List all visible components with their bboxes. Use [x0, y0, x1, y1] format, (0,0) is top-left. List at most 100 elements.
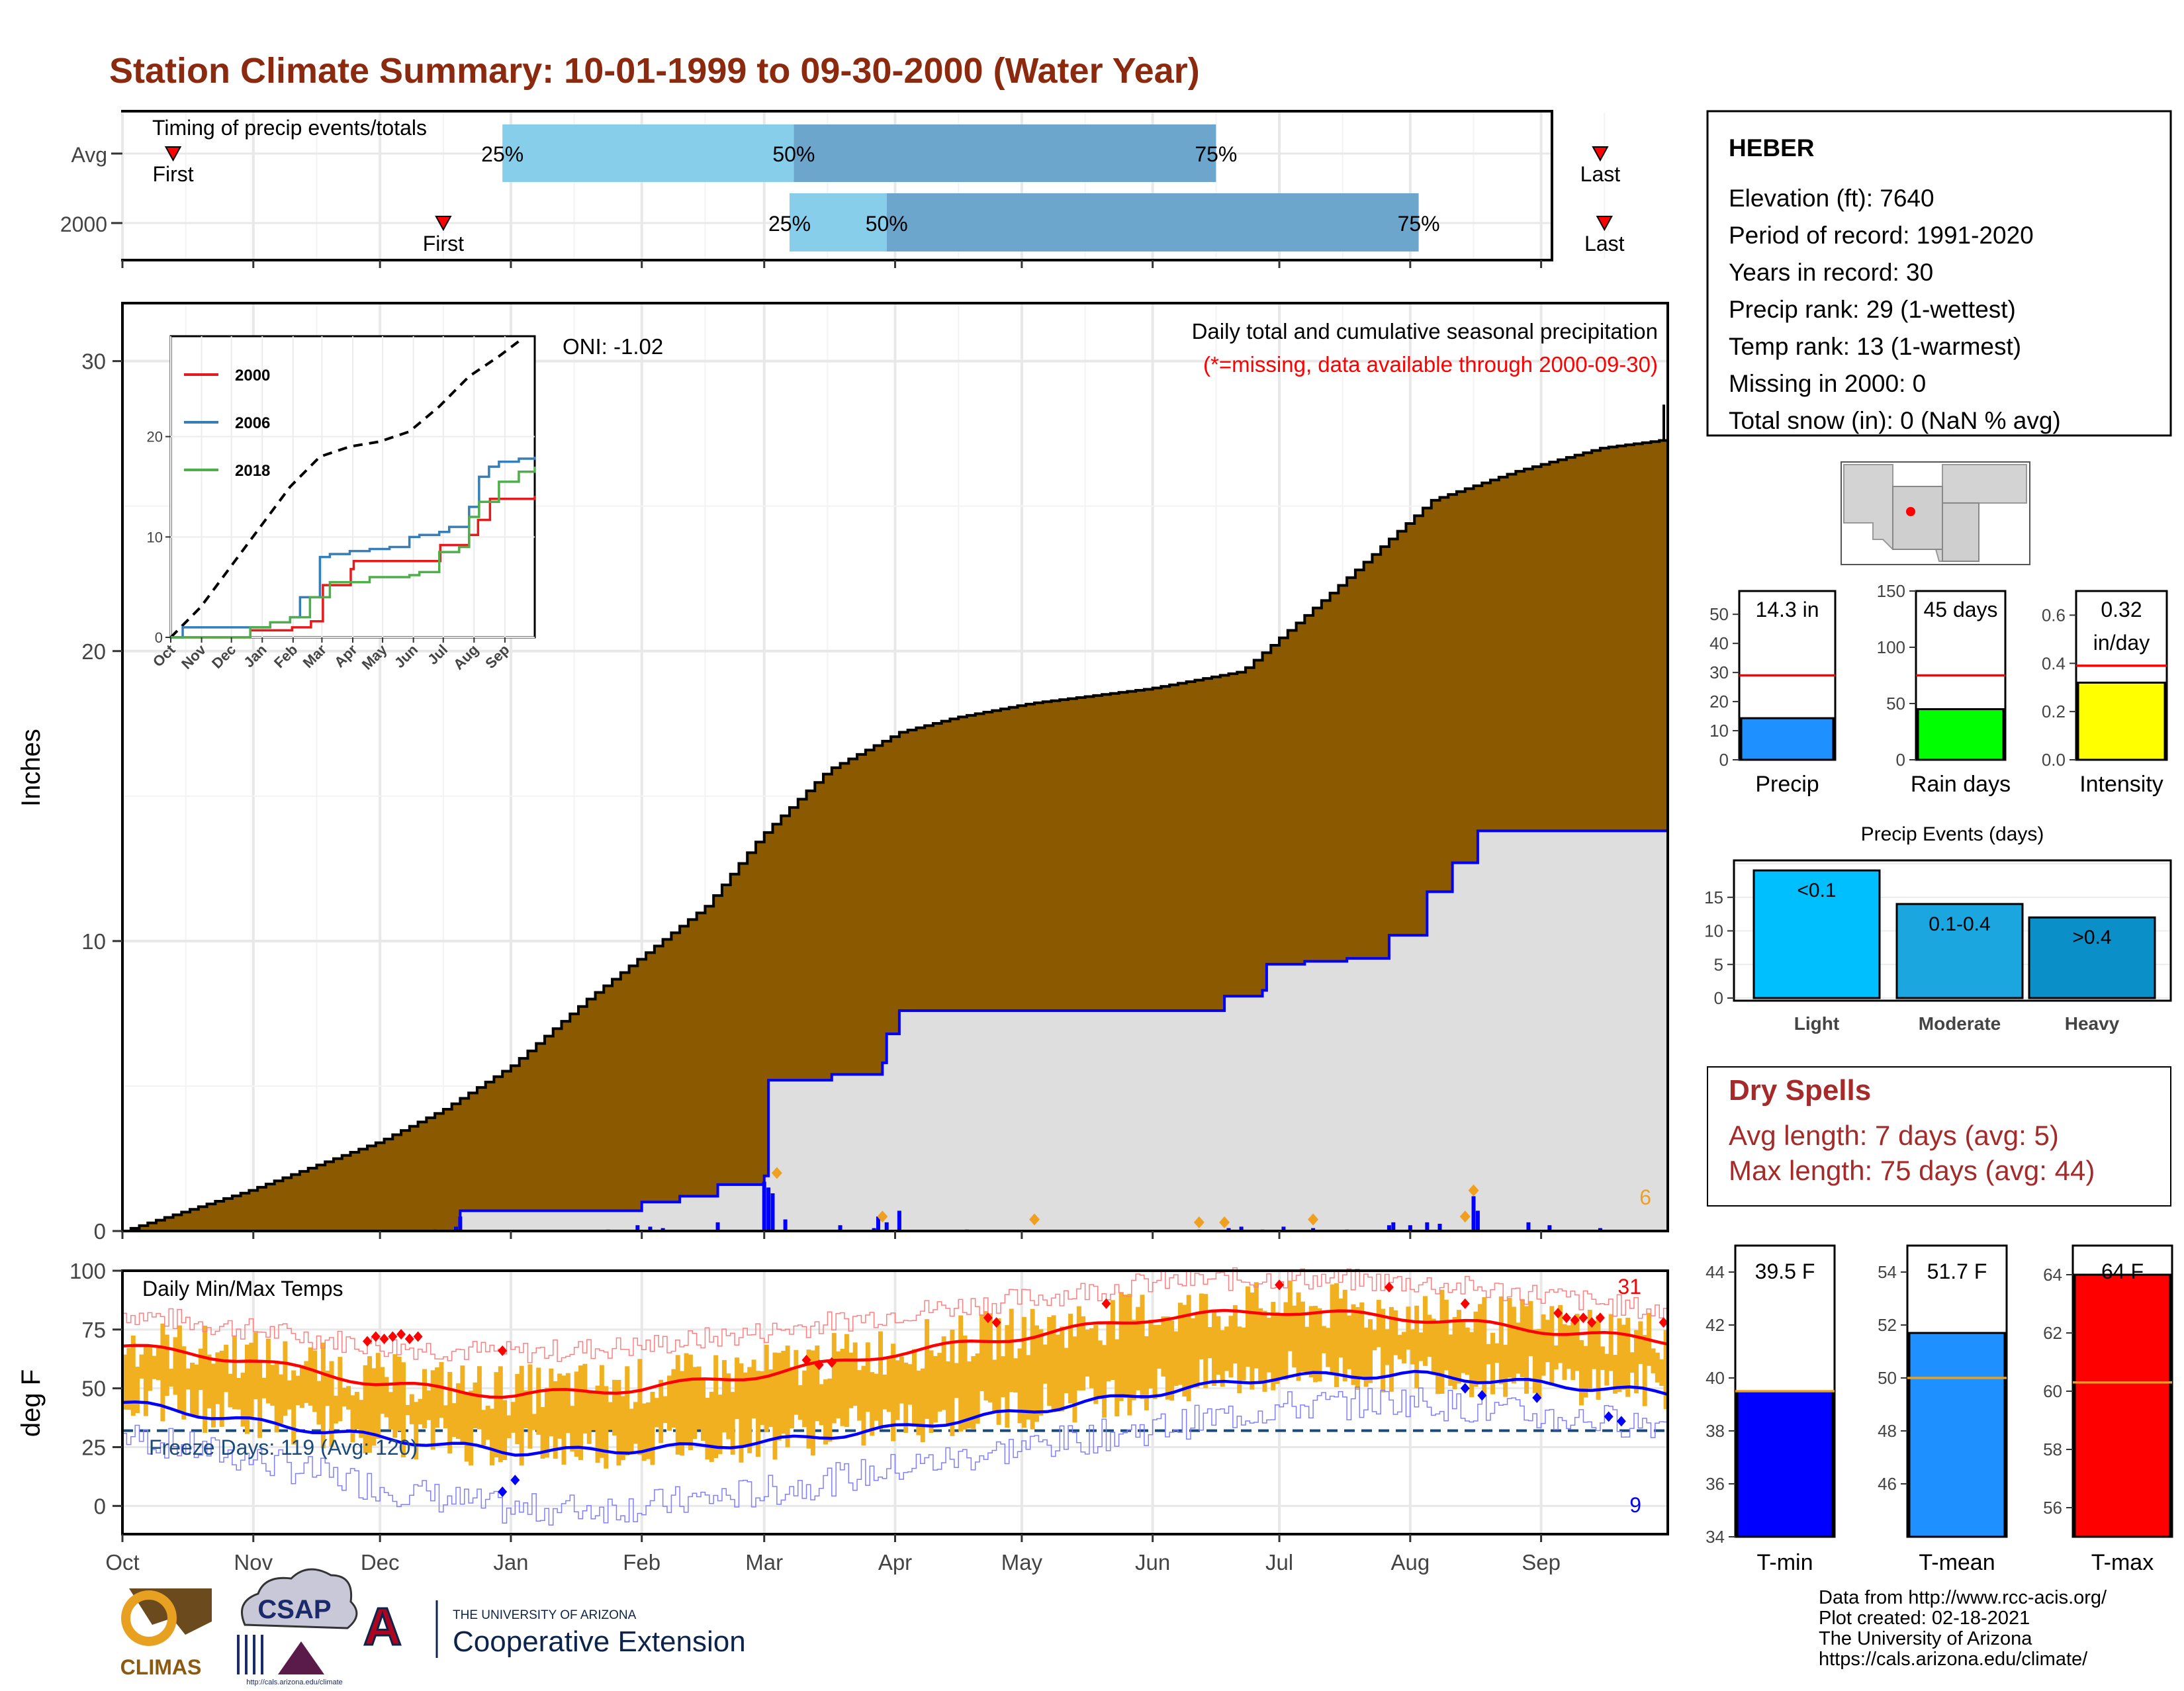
record-high-marker — [413, 1331, 423, 1342]
precip-event-bar-heavy — [2028, 916, 2156, 999]
daily-temp-bar — [1477, 1304, 1482, 1382]
daily-temp-bar — [1191, 1318, 1196, 1387]
daily-temp-bar — [396, 1356, 402, 1432]
record-high-marker — [1587, 1317, 1597, 1328]
temp-bar-tick-label: 62 — [2043, 1323, 2062, 1343]
temp-bar-tick-label: 52 — [1878, 1315, 1897, 1335]
daily-temp-bar — [1633, 1330, 1639, 1394]
daily-temp-bar — [586, 1391, 592, 1444]
daily-temp-bar — [599, 1365, 604, 1458]
daily-temp-bar — [405, 1404, 410, 1416]
mini-bar-value-label: 45 days — [1923, 598, 1997, 621]
daily-temp-bar — [819, 1384, 824, 1426]
daily-temp-bar — [633, 1402, 638, 1444]
daily-temp-bar — [1140, 1295, 1145, 1400]
daily-temp-bar — [1110, 1300, 1115, 1381]
record-low-marker — [1604, 1411, 1614, 1422]
daily-temp-bar — [291, 1370, 296, 1445]
daily-temp-bar — [709, 1391, 714, 1462]
daily-precip-bar — [1547, 1225, 1552, 1231]
station-info-line: Years in record: 30 — [1729, 259, 1933, 286]
month-tick-label: Feb — [623, 1550, 660, 1575]
daily-temp-bar — [270, 1365, 275, 1406]
temp-bar-t-max — [2073, 1273, 2171, 1538]
record-high-marker — [1595, 1312, 1605, 1324]
temp-bar-tick-label: 64 — [2043, 1265, 2062, 1285]
month-tick-label: Sep — [1522, 1550, 1561, 1575]
daily-temp-bar — [1246, 1286, 1251, 1367]
daily-temp-bar — [1258, 1308, 1263, 1381]
precip-y-tick-label: 20 — [81, 639, 106, 664]
daily-temp-bar — [1566, 1325, 1571, 1369]
csap-logo-text: CSAP — [257, 1595, 331, 1624]
temp-bar-tick-label: 42 — [1706, 1315, 1725, 1335]
daily-temp-bar — [1186, 1295, 1191, 1402]
daily-temp-bar — [156, 1346, 161, 1381]
daily-temp-bar — [464, 1393, 469, 1462]
precip-event-value-label: 0.1-0.4 — [1929, 913, 1990, 935]
daily-temp-bar — [224, 1344, 229, 1393]
daily-temp-bar — [1388, 1306, 1394, 1392]
daily-temp-bar — [430, 1370, 435, 1450]
daily-temp-bar — [1562, 1324, 1567, 1380]
daily-temp-bar — [912, 1349, 917, 1427]
record-low-marker — [1616, 1416, 1626, 1427]
daily-temp-bar — [1587, 1309, 1592, 1389]
record-high-marker — [1578, 1312, 1588, 1324]
daily-precip-bar — [1391, 1222, 1396, 1231]
daily-temp-bar — [743, 1372, 748, 1445]
mini-bar-tick-label: 0.2 — [2042, 702, 2066, 721]
daily-temp-bar — [1253, 1282, 1259, 1369]
mini-bar-tick-label: 150 — [1877, 581, 1905, 601]
daily-temp-bar — [1385, 1329, 1390, 1365]
daily-temp-bar — [1583, 1346, 1588, 1398]
daily-temp-bar — [996, 1318, 1001, 1425]
daily-temp-bar — [130, 1335, 136, 1416]
daily-temp-bar — [473, 1382, 478, 1429]
daily-temp-bar — [591, 1393, 596, 1430]
record-high-marker — [371, 1331, 381, 1342]
timing-title: Timing of precip events/totals — [152, 116, 427, 140]
daily-precip-bar — [1239, 1226, 1244, 1231]
daily-precip-bar — [635, 1225, 640, 1231]
temp-bar-t-mean — [1908, 1332, 2006, 1538]
daily-temp-bar — [903, 1362, 909, 1433]
daily-temp-bar — [540, 1406, 545, 1459]
daily-temp-bar — [1262, 1310, 1267, 1392]
daily-temp-bar — [1060, 1326, 1065, 1412]
daily-precip-bar — [872, 1228, 876, 1231]
temp-bar-value-label: 51.7 F — [1927, 1259, 1987, 1283]
summary-bars: 14.3 in 0 10 20 30 40 50 Precip 45 days 0 50 100 150… — [1709, 581, 2168, 797]
timing-year-p25-label: 25% — [768, 212, 811, 236]
record-low-marker — [1460, 1383, 1470, 1394]
daily-temp-bar — [827, 1378, 833, 1442]
daily-temp-bar — [717, 1394, 723, 1455]
precip-panel: 0 10 20 30 Inches Daily total and cumulativ… — [17, 302, 1669, 1244]
daily-temp-bar — [1516, 1322, 1521, 1374]
month-tick-label: Dec — [361, 1550, 400, 1575]
daily-temp-bar — [232, 1336, 237, 1410]
daily-temp-bar — [1439, 1289, 1445, 1394]
daily-temp-bar — [950, 1329, 955, 1436]
daily-temp-bar — [1118, 1292, 1124, 1401]
dry-spells-max: Max length: 75 days (avg: 44) — [1729, 1155, 2095, 1186]
temp-bar-tick-label: 46 — [1878, 1474, 1897, 1494]
precip-y-tick-label: 30 — [81, 349, 106, 374]
daily-temp-bar — [899, 1356, 904, 1404]
daily-temp-bar — [1457, 1310, 1461, 1384]
daily-temp-bar — [941, 1336, 946, 1410]
daily-temp-bar — [1051, 1315, 1056, 1412]
daily-temp-bar — [363, 1365, 368, 1454]
daily-temp-bar — [350, 1395, 355, 1443]
daily-temp-bar — [1275, 1312, 1280, 1384]
daily-temp-bar — [666, 1375, 672, 1431]
daily-temp-bar — [1030, 1308, 1035, 1430]
temp-y-tick-label: 25 — [81, 1436, 106, 1460]
daily-temp-bar — [612, 1379, 617, 1436]
daily-temp-bar — [878, 1331, 883, 1430]
daily-temp-bar — [253, 1332, 258, 1400]
daily-temp-bar — [354, 1392, 359, 1430]
daily-temp-bar — [861, 1365, 866, 1446]
